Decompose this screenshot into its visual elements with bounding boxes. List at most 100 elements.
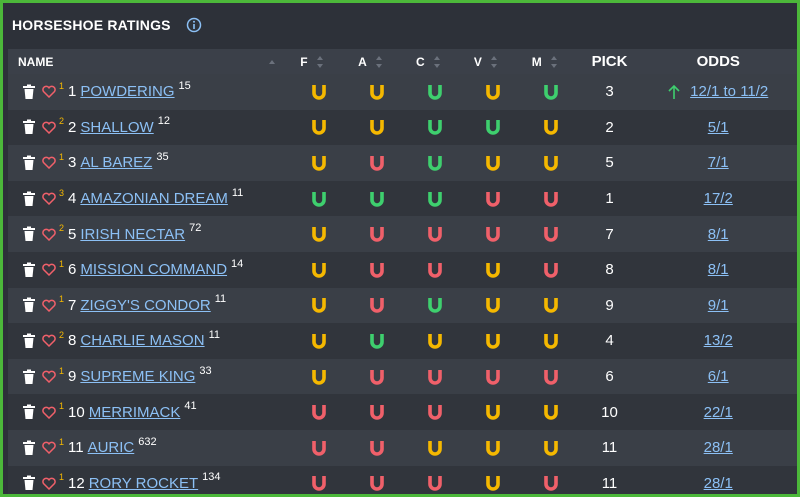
horse-count: 632 — [138, 435, 157, 448]
delete-button[interactable] — [22, 226, 36, 242]
rating-cell — [290, 394, 348, 430]
delete-button[interactable] — [22, 440, 36, 456]
delete-button[interactable] — [22, 475, 36, 491]
odds-link[interactable]: 12/1 to 11/2 — [690, 83, 769, 101]
odds-link[interactable]: 6/1 — [707, 368, 729, 386]
favorite-button[interactable] — [42, 85, 56, 99]
favorite-button[interactable] — [42, 334, 56, 348]
horseshoe-icon — [370, 440, 384, 456]
delete-button[interactable] — [22, 369, 36, 385]
odds-link[interactable]: 17/2 — [703, 190, 733, 208]
delete-button[interactable] — [22, 297, 36, 313]
horse-name-link[interactable]: CHARLIE MASON — [80, 332, 205, 350]
delete-button[interactable] — [22, 84, 36, 100]
favorite-button[interactable] — [42, 121, 56, 134]
favorite-button[interactable] — [42, 406, 56, 419]
rating-cell — [406, 181, 464, 217]
column-label: M — [531, 54, 542, 69]
horse-name-link[interactable]: AL BAREZ — [80, 154, 153, 172]
rating-cell — [290, 216, 348, 252]
horse-number: 9 — [68, 368, 77, 386]
name-cell: 1 10 MERRIMACK 41 — [8, 394, 290, 430]
sort-icon[interactable] — [550, 55, 558, 69]
odds-link[interactable]: 5/1 — [707, 118, 729, 136]
horse-name-link[interactable]: IRISH NECTAR — [80, 225, 186, 243]
column-header[interactable]: C — [406, 49, 464, 74]
odds-cell: 17/2 — [639, 181, 797, 217]
horse-number: 4 — [68, 190, 77, 208]
horseshoe-icon — [428, 120, 442, 136]
odds-cell: 7/1 — [639, 145, 797, 181]
horseshoe-icon — [485, 155, 500, 171]
rating-cell — [406, 216, 464, 252]
favorite-button[interactable] — [42, 263, 56, 277]
horse-name-link[interactable]: POWDERING — [80, 83, 175, 101]
horse-count: 11 — [208, 328, 220, 341]
odds-link[interactable]: 8/1 — [707, 225, 729, 243]
odds-link[interactable]: 28/1 — [703, 474, 733, 492]
badge: 1 — [59, 436, 65, 447]
badge: 1 — [59, 258, 65, 269]
delete-button[interactable] — [22, 155, 36, 171]
rating-cell — [522, 430, 580, 466]
sort-icon[interactable] — [316, 55, 324, 69]
odds-link[interactable]: 9/1 — [707, 296, 729, 314]
rating-cell — [348, 323, 406, 359]
delete-button[interactable] — [22, 333, 36, 349]
rating-cell — [348, 288, 406, 324]
column-header[interactable]: A — [348, 49, 406, 74]
badge: 2 — [59, 329, 65, 340]
odds-link[interactable]: 28/1 — [703, 439, 733, 457]
favorite-button[interactable] — [42, 299, 56, 312]
column-header[interactable]: NAME — [8, 49, 290, 74]
horseshoe-icon — [370, 155, 384, 171]
horse-count: 33 — [199, 364, 212, 377]
rating-cell — [406, 359, 464, 395]
horseshoe-icon — [543, 227, 558, 242]
favorite-button[interactable] — [42, 192, 56, 206]
rating-cell — [290, 181, 348, 217]
sort-icon[interactable] — [433, 55, 441, 69]
column-label: F — [300, 54, 308, 69]
delete-button[interactable] — [22, 191, 36, 207]
favorite-button[interactable] — [42, 477, 56, 490]
horseshoe-icon — [428, 440, 442, 456]
rating-cell — [348, 430, 406, 466]
horse-name-link[interactable]: ZIGGY'S CONDOR — [80, 296, 211, 314]
odds-link[interactable]: 8/1 — [707, 261, 729, 279]
horse-name-link[interactable]: SHALLOW — [80, 118, 154, 136]
horse-count: 35 — [156, 150, 169, 163]
favorite-button[interactable] — [42, 441, 56, 455]
horse-name-link[interactable]: MERRIMACK — [88, 403, 181, 421]
name-cell: 1 3 AL BAREZ 35 — [8, 145, 290, 181]
info-icon[interactable] — [186, 17, 202, 33]
delete-button[interactable] — [22, 262, 36, 278]
column-header[interactable]: ODDS — [639, 49, 797, 74]
odds-cell: 6/1 — [639, 359, 797, 395]
delete-button[interactable] — [22, 404, 36, 420]
favorite-button[interactable] — [42, 370, 56, 384]
delete-button[interactable] — [22, 119, 36, 135]
favorite-button[interactable] — [42, 156, 56, 170]
column-header[interactable]: V — [464, 49, 522, 74]
odds-link[interactable]: 22/1 — [703, 403, 733, 421]
horse-name-link[interactable]: SUPREME KING — [80, 368, 196, 386]
horse-name-link[interactable]: AMAZONIAN DREAM — [80, 190, 228, 208]
horse-name-link[interactable]: RORY ROCKET — [88, 474, 199, 492]
horse-name-link[interactable]: AURIC — [87, 439, 135, 457]
pick: 3 — [605, 83, 614, 101]
odds-link[interactable]: 13/2 — [703, 332, 733, 350]
name-cell: 1 6 MISSION COMMAND 14 — [8, 252, 290, 288]
column-header[interactable]: M — [522, 49, 580, 74]
horse-name-link[interactable]: MISSION COMMAND — [80, 261, 228, 279]
horseshoe-icon — [312, 262, 327, 278]
column-header[interactable]: F — [290, 49, 348, 74]
column-header[interactable]: PICK — [580, 49, 640, 74]
odds-link[interactable]: 7/1 — [707, 154, 729, 172]
favorite-button[interactable] — [42, 228, 56, 241]
sort-icon[interactable] — [490, 55, 498, 69]
sort-icon[interactable] — [268, 59, 276, 65]
horseshoe-icon — [543, 333, 558, 349]
sort-icon[interactable] — [375, 55, 383, 69]
rating-cell — [522, 252, 580, 288]
